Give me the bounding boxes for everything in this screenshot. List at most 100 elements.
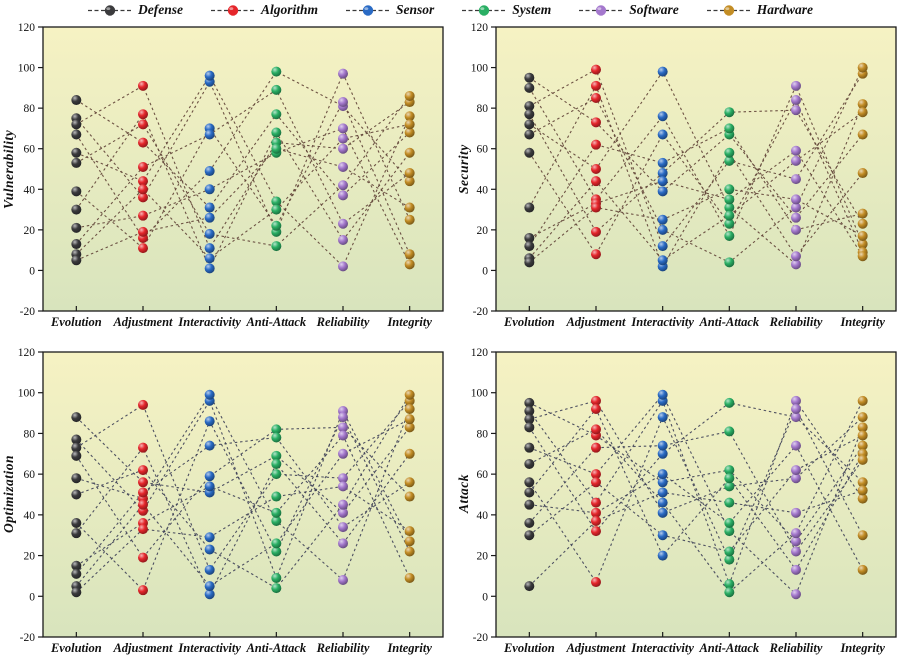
data-point-anti-attack [271,432,282,443]
data-point-anti-attack [724,518,735,528]
data-point-reliability [791,404,801,414]
data-point-adjustment [591,577,601,588]
data-point-evolution [71,450,82,461]
data-point-interactivity [657,448,668,459]
data-point-interactivity [204,129,215,140]
data-point-interactivity [204,243,215,254]
data-point-evolution [71,157,82,168]
data-point-evolution [71,255,82,266]
data-point-reliability [791,589,801,600]
y-tick-label: 0 [482,265,488,277]
data-point-integrity [404,389,415,400]
data-point-adjustment [138,161,148,172]
data-point-reliability [791,80,801,91]
data-point-evolution [524,422,535,433]
data-point-evolution [524,72,535,83]
data-point-interactivity [204,389,215,400]
observation-line [76,85,410,250]
data-point-adjustment [591,442,601,453]
data-point-integrity [404,404,415,414]
x-category-label: Interactivity [630,315,694,329]
x-category-label: Reliability [316,641,370,655]
data-point-interactivity [204,70,215,81]
data-point-adjustment [591,202,601,213]
y-tick-label: 20 [24,551,36,563]
observation-line [75,485,410,593]
data-point-integrity [404,147,415,158]
data-point-interactivity [204,564,215,575]
y-tick-label: 20 [477,551,489,563]
y-tick-label: -20 [473,306,489,318]
y-tick-label: 60 [24,469,36,481]
data-point-interactivity [657,157,668,168]
data-point-integrity [857,440,868,451]
data-point-anti-attack [724,397,735,408]
y-tick-label: -20 [20,306,36,318]
x-category-label: Reliability [769,315,823,329]
data-point-anti-attack [724,107,735,118]
data-point-reliability [338,575,348,585]
data-point-adjustment [138,176,148,187]
data-point-anti-attack [724,554,735,565]
y-tick-label: 100 [471,63,489,75]
observation-line [528,127,863,247]
data-point-interactivity [204,416,215,427]
data-point-adjustment [138,399,148,410]
data-point-interactivity [204,471,215,482]
data-point-integrity [857,218,868,229]
data-point-evolution [71,95,82,106]
x-category-label: Adjustment [112,315,173,329]
data-point-reliability [791,259,801,270]
x-category-label: Integrity [839,641,885,655]
y-tick-label: 60 [477,469,489,481]
sphere-highlight [364,6,369,10]
data-point-adjustment [138,442,148,453]
legend-item-sensor: Sensor [345,2,434,18]
data-point-integrity [857,395,868,406]
y-tick-label: 120 [18,347,36,359]
data-point-interactivity [657,530,668,541]
data-point-interactivity [657,129,668,140]
data-point-adjustment [138,465,148,476]
data-point-reliability [338,218,348,229]
data-point-evolution [71,147,82,158]
data-point-adjustment [138,226,148,237]
data-point-integrity [857,168,868,179]
data-point-interactivity [204,440,215,451]
observation-line [528,188,863,263]
data-point-reliability [338,190,348,201]
data-point-interactivity [657,389,668,400]
data-point-integrity [857,99,868,110]
data-point-integrity [857,564,868,575]
data-point-anti-attack [724,526,735,537]
legend-marker-sensor [345,4,390,16]
data-point-anti-attack [724,587,735,598]
data-point-adjustment [591,117,601,128]
data-point-anti-attack [724,202,735,213]
data-point-reliability [791,465,801,476]
legend-label: Sensor [395,2,435,17]
data-point-evolution [524,202,535,213]
y-tick-label: 100 [18,388,36,400]
legend-sphere-icon [723,4,734,16]
data-point-reliability [791,155,801,166]
sphere-highlight [106,6,111,10]
data-point-evolution [71,186,82,197]
y-tick-label: 120 [471,22,489,34]
plot-area [42,351,444,638]
data-point-reliability [338,161,348,172]
observation-line [75,70,411,239]
plot-area [495,351,897,638]
parallel-coords-chart-attack: -20 0 20 40 60 80 100 120 Evolution Adjustment Int… [471,347,897,655]
parallel-coords-chart-security: -20 0 20 40 60 80 100 120 Evolution Adjustment Int… [471,22,897,329]
data-point-evolution [524,518,535,528]
data-point-reliability [791,251,801,262]
data-point-integrity [857,230,868,241]
data-point-integrity [404,414,415,425]
observation-line [529,402,864,543]
data-point-interactivity [204,544,215,555]
observation-line [528,434,863,553]
y-tick-label: 0 [482,591,488,603]
data-point-integrity [404,249,415,260]
chart-legend: Defense Algorithm Sensor Syst [0,0,900,20]
